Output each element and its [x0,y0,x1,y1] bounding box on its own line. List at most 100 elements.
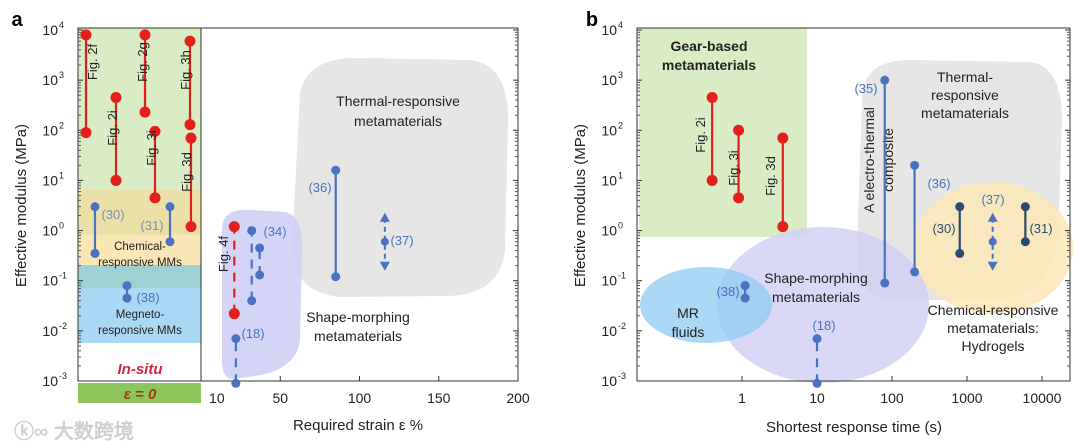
zero-strain-range [185,132,197,233]
composite-label: A electro-thermal [861,107,877,213]
data-point [706,92,718,104]
series-label: (38) [716,284,739,299]
arrow-up-icon [379,212,390,222]
data-point [880,75,890,85]
data-point [247,226,257,236]
x-tick-label: 200 [506,390,530,406]
data-range [1020,202,1030,247]
data-point [139,29,151,41]
y-tick-exponent: 1 [59,170,64,180]
data-point [110,92,122,104]
data-range [955,202,965,258]
data-point [231,334,241,344]
series-label: (37) [981,192,1004,207]
data-point [380,237,389,246]
y-axis-title: Effective modulus (MPa) [13,124,30,287]
data-point [812,334,822,344]
data-point [184,119,196,131]
y-tick-exponent: -1 [618,271,626,281]
data-range [880,75,890,288]
data-point [733,192,745,204]
y-tick-label: 10 [601,122,617,138]
data-point [122,281,132,291]
data-point [740,293,750,303]
y-tick-exponent: -1 [59,271,67,281]
series-label: (34) [263,224,286,239]
y-tick-exponent: 4 [59,20,64,30]
zero-strain-range [110,92,122,186]
y-tick-label: 10 [601,373,617,389]
zero-strain-bar [78,383,201,403]
y-tick-exponent: -2 [59,321,67,331]
zero-strain-range [184,35,196,131]
data-range [247,226,257,306]
y-tick-label: 10 [601,273,617,289]
x-axis-title: Required strain ε % [293,417,423,434]
data-point [228,221,240,233]
axes-frame-b [636,27,1071,382]
y-tick-label: 10 [601,223,617,239]
series-label: (37) [390,233,413,248]
gear-region-label: Gear-based [670,38,747,54]
series-label: (38) [136,290,159,305]
thermal-region [292,57,508,297]
chemical-region-label: metamaterials: [947,320,1039,336]
data-range [706,92,718,186]
series-label: Fig. 4f [216,236,231,273]
data-point [910,267,920,277]
data-range [987,212,998,271]
y-tick-exponent: -2 [618,321,626,331]
y-tick-exponent: 2 [59,120,64,130]
series-label: Fig. 3h [178,50,193,90]
data-point [165,202,175,212]
panel-label-b: b [586,9,598,31]
series-label: Fig. 3i [144,130,159,166]
data-point [185,132,197,144]
x-tick-label: 10 [809,390,825,406]
series-label: Fig. 2g [135,42,150,82]
data-point [777,221,789,233]
data-point [110,174,122,186]
x-tick-label: 10 [209,390,225,406]
data-point [880,278,890,288]
series-label: (36) [927,176,950,191]
zero-strain-range [80,29,92,139]
y-tick-exponent: 0 [59,221,64,231]
data-point [955,202,965,212]
zero-strain-range [139,29,151,118]
overlap-band [78,190,201,235]
data-point [1020,237,1030,247]
shape-morphing-label: Shape-morphing [764,270,868,286]
data-point [231,378,241,388]
shape-morphing-region [222,209,303,379]
magneto-band [78,288,201,343]
zero-strain-label: ε = 0 [124,386,157,403]
series-label: Fig. 3d [179,152,194,192]
data-range [910,160,920,277]
series-label: (18) [241,326,264,341]
data-point [706,174,718,186]
data-range [231,334,241,388]
arrow-down-icon [379,261,390,271]
x-tick-label: 100 [880,390,904,406]
gear-region-label: metamaterials [662,57,756,73]
y-tick-exponent: 2 [618,120,623,130]
y-tick-exponent: 3 [618,70,623,80]
data-range [777,132,789,233]
data-range [255,243,265,280]
magneto-region-label: responsive MMs [98,325,182,337]
y-tick-label: 10 [601,172,617,188]
magneto-region-label: Megneto- [116,309,165,321]
y-axis-title: Effective modulus (MPa) [572,124,589,287]
data-point [184,35,196,47]
zero-strain-range [165,202,175,247]
x-tick-label: 150 [427,390,451,406]
data-point [812,378,822,388]
thermal-region-label: Thermal- [937,69,993,85]
thermal-region-label: responsive [931,87,999,103]
series-label: (35) [854,81,877,96]
y-tick-exponent: -3 [618,371,626,381]
x-tick-label: 1 [738,390,746,406]
data-point [149,125,161,137]
chemical-region-label: Chemical-responsive [928,302,1059,318]
